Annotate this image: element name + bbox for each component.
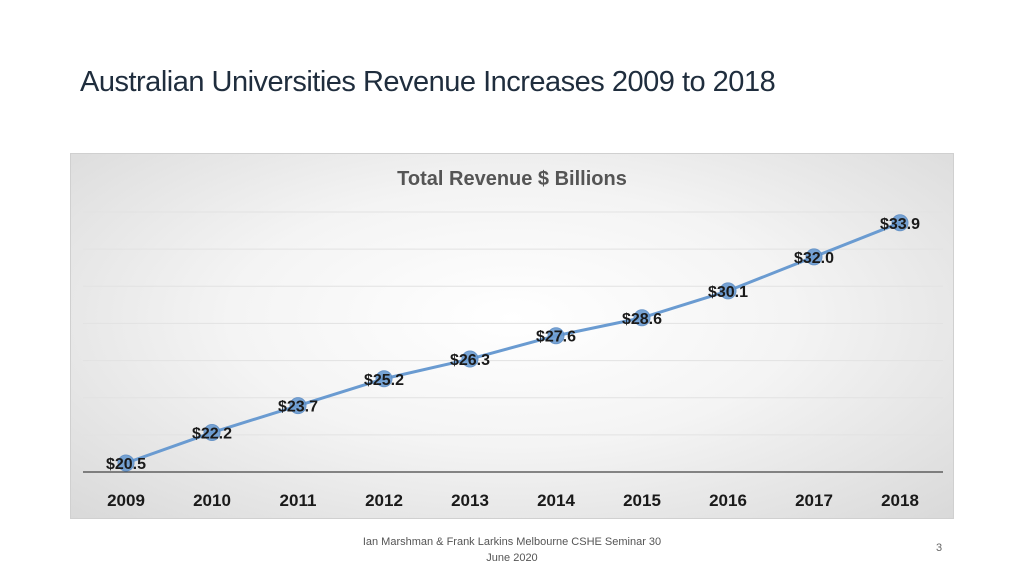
slide-title: Australian Universities Revenue Increase… bbox=[80, 66, 776, 98]
data-point-marker bbox=[375, 370, 393, 388]
x-tick-label: 2018 bbox=[881, 491, 919, 510]
x-tick-label: 2015 bbox=[623, 491, 661, 510]
x-tick-label: 2011 bbox=[280, 491, 317, 510]
data-point-marker bbox=[719, 282, 737, 300]
data-label: $28.6 bbox=[622, 311, 662, 328]
data-point-marker bbox=[547, 327, 565, 345]
x-tick-label: 2012 bbox=[365, 491, 403, 510]
revenue-series-line bbox=[125, 221, 901, 465]
data-label: $25.2 bbox=[364, 372, 404, 389]
chart-title: Total Revenue $ Billions bbox=[397, 168, 627, 190]
x-tick-label: 2013 bbox=[451, 491, 489, 510]
chart-area: Total Revenue $ Billions $20.5 2009 $22.2 2… bbox=[70, 153, 954, 519]
data-label: $33.9 bbox=[880, 216, 920, 233]
x-tick-label: 2010 bbox=[193, 491, 231, 510]
data-point-marker bbox=[117, 454, 135, 472]
x-tick-label: 2009 bbox=[107, 491, 145, 510]
x-tick-label: 2017 bbox=[795, 491, 833, 510]
footer-text: Ian Marshman & Frank Larkins Melbourne C… bbox=[362, 536, 662, 564]
x-tick-label: 2014 bbox=[537, 491, 575, 510]
data-label: $26.3 bbox=[450, 352, 490, 369]
data-point-marker bbox=[203, 424, 221, 442]
data-point-marker bbox=[461, 350, 479, 368]
page-number: 3 bbox=[936, 542, 943, 554]
revenue-line-chart: $20.5 2009 $22.2 2010 $23.7 2011 $25.2 2012 $26.… bbox=[83, 211, 943, 510]
data-point-marker bbox=[891, 214, 909, 232]
data-label: $32.0 bbox=[794, 250, 834, 267]
data-point-marker bbox=[289, 397, 307, 415]
data-point-marker bbox=[633, 309, 651, 327]
data-label: $30.1 bbox=[708, 284, 748, 301]
x-tick-label: 2016 bbox=[709, 491, 747, 510]
data-label: $27.6 bbox=[536, 329, 576, 346]
data-label: $22.2 bbox=[192, 426, 232, 443]
data-label: $20.5 bbox=[106, 456, 146, 473]
data-label: $23.7 bbox=[278, 399, 318, 416]
data-point-marker bbox=[805, 248, 823, 266]
